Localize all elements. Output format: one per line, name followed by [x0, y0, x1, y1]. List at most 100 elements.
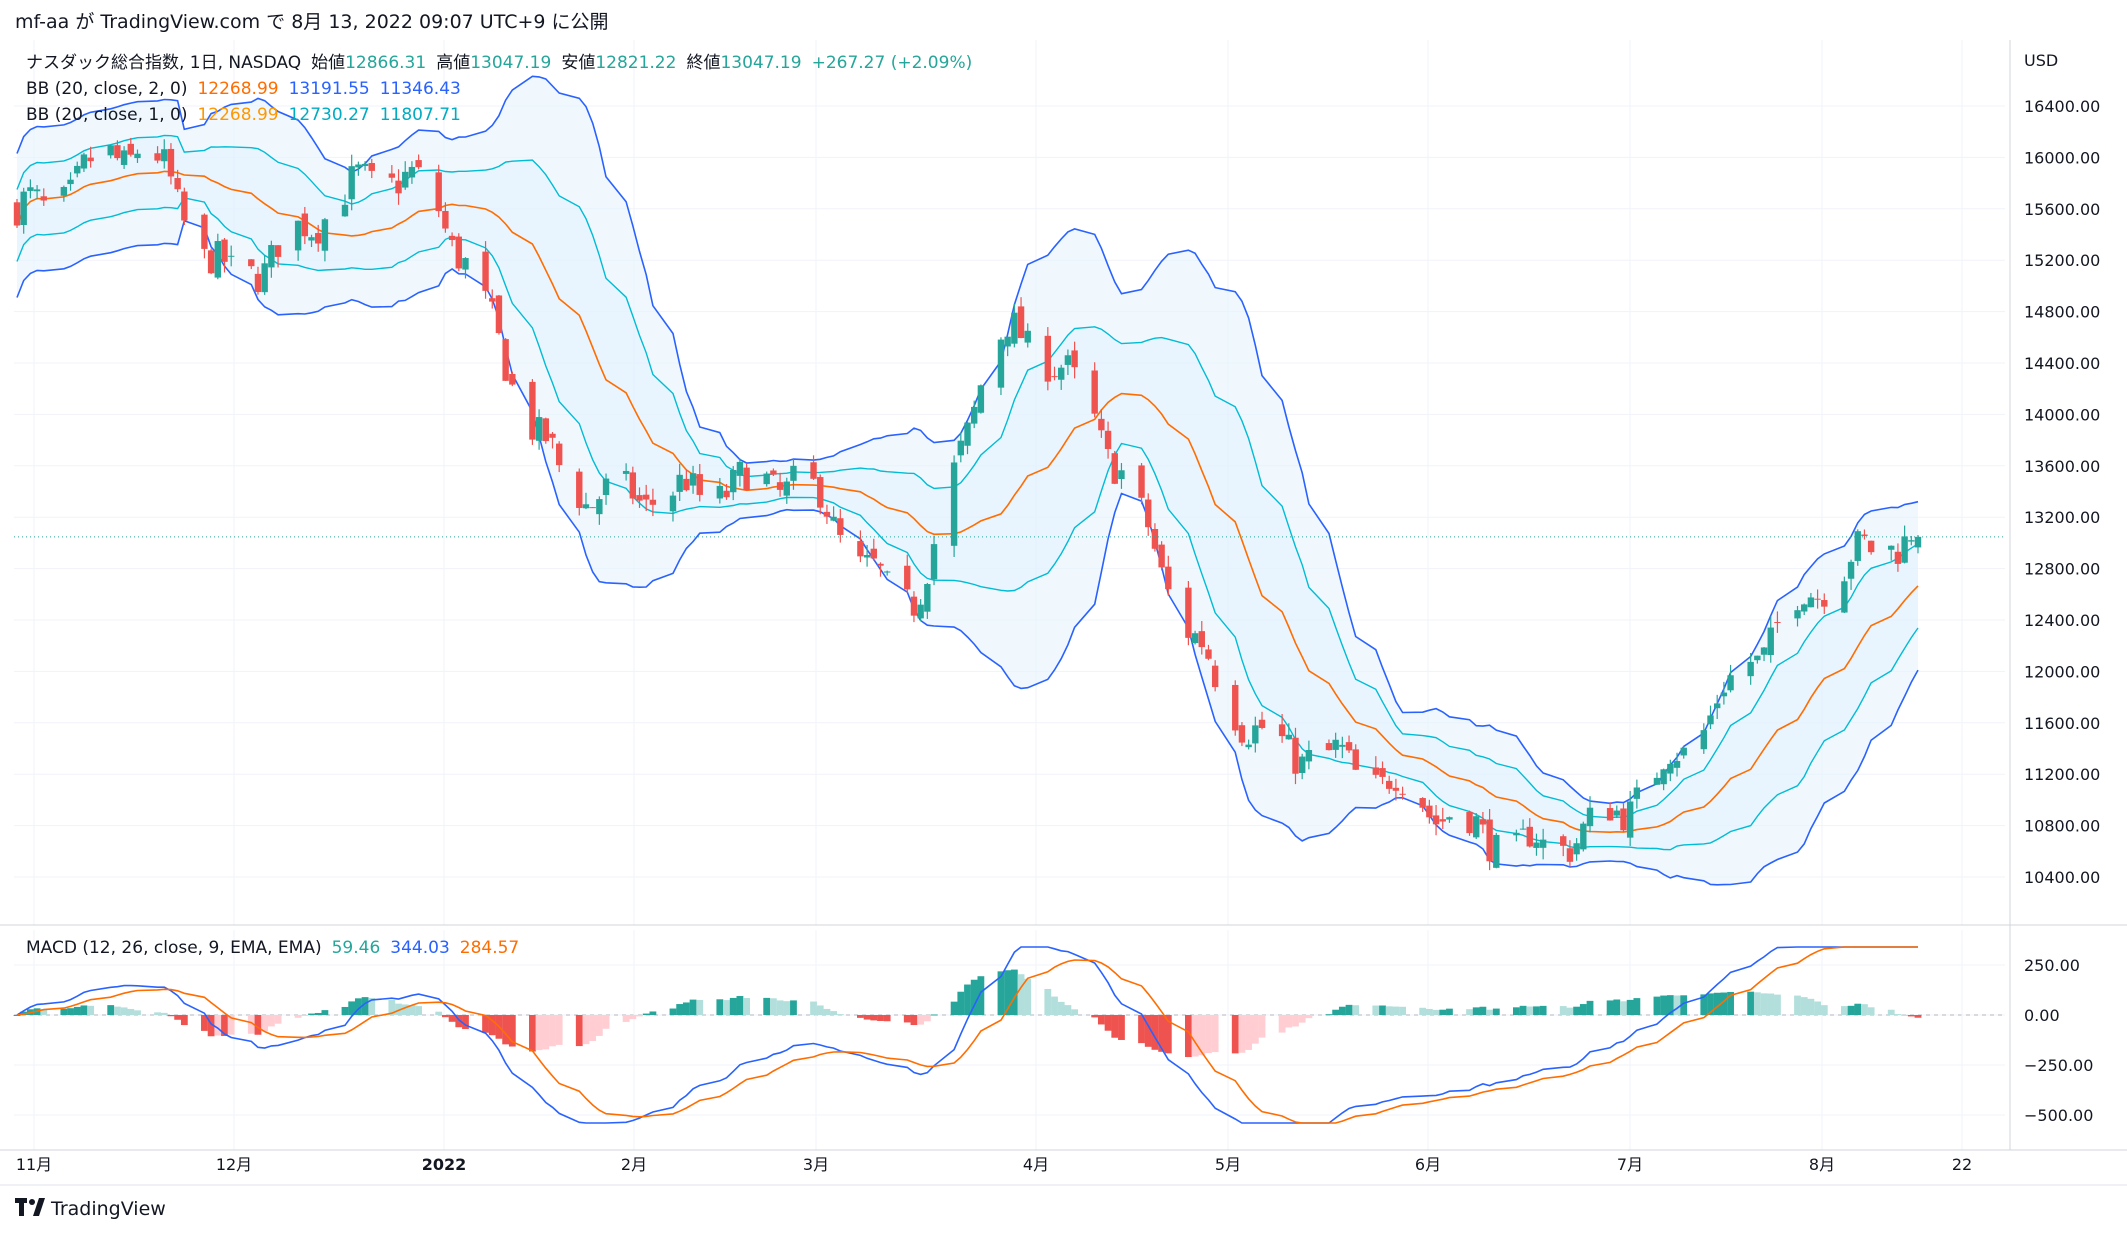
bb2-upper: 13191.55 — [288, 79, 370, 99]
candle-body — [970, 406, 978, 424]
price-tick-label: 13600.00 — [2024, 457, 2100, 476]
bb1-lower-line — [16, 197, 1919, 851]
candle-body — [910, 596, 918, 616]
bb1-name: BB (20, close, 1, 0) — [26, 105, 188, 125]
macd-hist-bar — [1840, 1006, 1848, 1015]
macd-hist-bar — [1727, 991, 1734, 1015]
footer-brand[interactable]: TradingView — [15, 1194, 166, 1224]
macd-hist-bar — [354, 998, 362, 1015]
candle-body — [1051, 376, 1058, 378]
macd-hist-bar — [368, 997, 376, 1015]
candle-body — [214, 241, 222, 278]
macd-hist-bar — [1251, 1015, 1259, 1044]
price-tick-label: 14400.00 — [2024, 354, 2100, 373]
macd-hist-bar — [950, 1001, 958, 1015]
candle-body — [669, 495, 677, 512]
macd-hist-bar — [1211, 1015, 1219, 1053]
candle-body — [1894, 551, 1902, 564]
candle-body — [1586, 807, 1594, 827]
candle-body — [402, 171, 409, 188]
macd-hist-bar — [997, 971, 1005, 1015]
macd-hist-bar — [1579, 1004, 1587, 1015]
candle-body — [542, 418, 549, 442]
price-tick-label: 12000.00 — [2024, 662, 2100, 681]
candle-body — [1392, 787, 1400, 791]
macd-hist-bar — [314, 1012, 322, 1015]
macd-hist-bar — [1258, 1015, 1266, 1038]
macd-hist-bar — [227, 1015, 235, 1035]
macd-legend[interactable]: MACD (12, 26, close, 9, EMA, EMA) 59.46 34… — [26, 935, 529, 961]
bb2-legend[interactable]: BB (20, close, 2, 0) 12268.99 13191.55 1134… — [26, 76, 471, 102]
candle-body — [1700, 730, 1708, 750]
candle-body — [1473, 816, 1480, 838]
macd-hist-bar — [769, 998, 777, 1015]
macd-hist-bar — [1586, 1000, 1594, 1015]
candle-body — [1278, 724, 1286, 737]
candle-body — [114, 145, 121, 159]
macd-hist-bar — [622, 1015, 630, 1022]
candle-body — [1098, 418, 1105, 431]
site-link[interactable]: TradingView.com — [100, 11, 261, 33]
candle-body — [1044, 335, 1052, 382]
macd-hist-bar — [1138, 1015, 1145, 1044]
macd-hist-bar — [441, 1015, 449, 1018]
candle-body — [1606, 808, 1614, 821]
macd-hist-bar — [1205, 1015, 1212, 1054]
macd-hist-bar — [482, 1015, 489, 1033]
candle-body — [1305, 749, 1313, 762]
time-tick-label: 5月 — [1215, 1155, 1241, 1174]
macd-hist-bar — [508, 1015, 516, 1047]
bollinger-fill — [17, 76, 1918, 885]
macd-hist-bar — [870, 1015, 878, 1021]
macd-hist-bar — [1633, 998, 1641, 1015]
candle-body — [107, 145, 114, 156]
price-tick-label: 14800.00 — [2024, 303, 2100, 322]
macd-hist-bar — [1432, 1009, 1440, 1015]
bb1-legend[interactable]: BB (20, close, 1, 0) 12268.99 12730.27 1180… — [26, 102, 471, 128]
time-tick-label: 2月 — [621, 1155, 647, 1174]
macd-hist-bar — [1774, 994, 1781, 1015]
candle-body — [1058, 367, 1065, 380]
macd-hist-bar — [321, 1010, 329, 1015]
macd-hist-bar — [1425, 1008, 1433, 1015]
candle-body — [67, 179, 74, 185]
macd-name: MACD (12, 26, close, 9, EMA, EMA) — [26, 938, 322, 958]
candle-body — [810, 462, 817, 479]
macd-hist-bar — [1111, 1015, 1119, 1038]
candle-body — [1245, 744, 1252, 748]
candle-body — [1379, 768, 1386, 777]
macd-hist-bar — [1338, 1006, 1346, 1015]
candle-body — [254, 273, 262, 293]
candle-body — [489, 298, 496, 302]
candle-body — [1111, 453, 1118, 484]
macd-hist-bar — [1606, 1000, 1614, 1015]
candle-body — [1198, 631, 1205, 648]
candle-body — [1854, 531, 1861, 561]
candle-body — [1626, 801, 1634, 838]
macd-hist-bar — [1666, 995, 1674, 1015]
candle-body — [1432, 815, 1440, 825]
candle-body — [743, 467, 750, 491]
macd-hist-bar — [180, 1015, 188, 1026]
main-legend[interactable]: ナスダック総合指数, 1日, NASDAQ 始値12866.31 高値13047.1… — [26, 50, 982, 76]
candle-body — [1325, 743, 1333, 751]
bb2-lower: 11346.43 — [379, 79, 461, 99]
candle-body — [730, 469, 737, 493]
candle-body — [301, 213, 309, 237]
publish-header: mf-aa が TradingView.com で 8月 13, 2022 09… — [15, 6, 609, 38]
candle-body — [1807, 597, 1815, 608]
macd-tick-label: 0.00 — [2024, 1006, 2060, 1025]
macd-hist-bar — [1539, 1005, 1547, 1015]
macd-hist-bar — [1285, 1015, 1293, 1028]
candle-body — [1191, 633, 1199, 644]
macd-hist-bar — [1720, 992, 1728, 1015]
candle-body — [248, 259, 255, 267]
candle-body — [1486, 819, 1493, 862]
macd-hist-bar — [1191, 1015, 1199, 1057]
author-name[interactable]: mf-aa — [15, 11, 70, 33]
macd-hist-bar — [160, 1012, 168, 1015]
price-tick-label: 14000.00 — [2024, 405, 2100, 424]
candle-body — [1774, 621, 1781, 623]
macd-hist-bar — [502, 1015, 510, 1045]
